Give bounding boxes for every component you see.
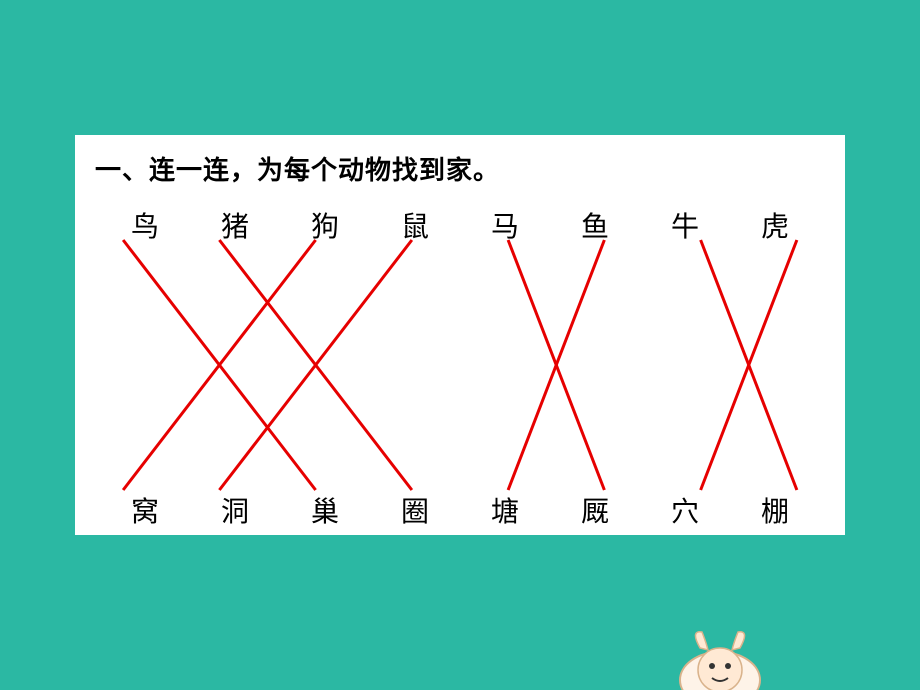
match-line xyxy=(123,240,316,490)
top-cell: 牛 xyxy=(665,205,705,245)
bottom-cell: 塘 xyxy=(485,490,525,530)
bottom-cell: 穴 xyxy=(665,490,705,530)
exercise-card: 一、连一连，为每个动物找到家。 鸟 猪 狗 鼠 马 鱼 牛 虎 窝 洞 巢 圈 … xyxy=(75,135,845,535)
top-cell: 猪 xyxy=(215,205,255,245)
decoration-icon xyxy=(660,600,780,690)
top-cell: 狗 xyxy=(305,205,345,245)
top-cell: 马 xyxy=(485,205,525,245)
bottom-cell: 窝 xyxy=(125,490,165,530)
bottom-row: 窝 洞 巢 圈 塘 厩 穴 棚 xyxy=(75,490,845,530)
match-line xyxy=(701,240,797,490)
bottom-cell: 洞 xyxy=(215,490,255,530)
bottom-cell: 圈 xyxy=(395,490,435,530)
bottom-cell: 棚 xyxy=(755,490,795,530)
match-line xyxy=(701,240,797,490)
top-cell: 虎 xyxy=(755,205,795,245)
match-line xyxy=(219,240,412,490)
bottom-cell: 厩 xyxy=(575,490,615,530)
match-line xyxy=(508,240,604,490)
connection-lines xyxy=(75,135,845,535)
exercise-title: 一、连一连，为每个动物找到家。 xyxy=(95,150,500,187)
bottom-cell: 巢 xyxy=(305,490,345,530)
top-cell: 鼠 xyxy=(395,205,435,245)
top-row: 鸟 猪 狗 鼠 马 鱼 牛 虎 xyxy=(75,205,845,245)
top-cell: 鱼 xyxy=(575,205,615,245)
match-line xyxy=(219,240,412,490)
match-line xyxy=(123,240,316,490)
top-cell: 鸟 xyxy=(125,205,165,245)
match-line xyxy=(508,240,604,490)
